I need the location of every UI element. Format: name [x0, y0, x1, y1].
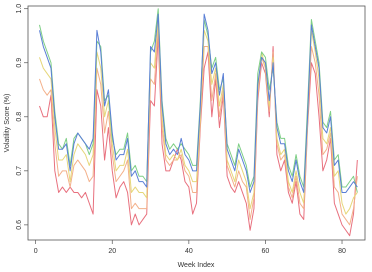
x-tick-label: 20: [108, 248, 116, 255]
y-tick-label: 0.7: [16, 166, 23, 176]
x-tick-label: 0: [34, 248, 38, 255]
x-tick-label: 40: [185, 248, 193, 255]
y-tick-label: 0.9: [16, 58, 23, 68]
plot-box: [27, 5, 366, 241]
y-axis-title: Volatility Score (%): [4, 94, 11, 153]
x-tick-label: 80: [338, 248, 346, 255]
y-tick-label: 0.6: [16, 220, 23, 230]
y-tick-label: 1.0: [16, 4, 23, 14]
y-tick-label: 0.8: [16, 112, 23, 122]
x-tick-label: 60: [262, 248, 270, 255]
series-line: [39, 19, 358, 215]
x-axis-title: Week Index: [178, 262, 215, 269]
series-line: [39, 13, 358, 193]
